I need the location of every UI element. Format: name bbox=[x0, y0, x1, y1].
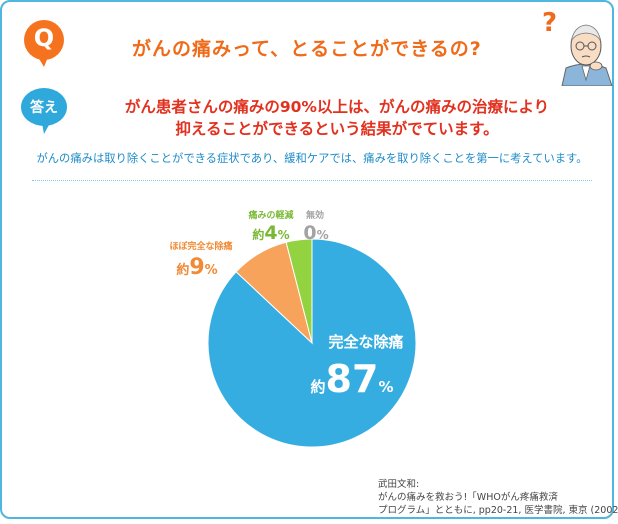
slice-label-1: ほぼ完全な除痛 bbox=[169, 240, 232, 252]
citation-line-2: がんの痛みを救おう!「WHOがん疼痛救済 bbox=[378, 492, 558, 503]
answer-balloon-icon bbox=[21, 88, 67, 134]
question-badge: Q bbox=[22, 19, 66, 69]
divider bbox=[32, 180, 592, 181]
pie-slice-2 bbox=[285, 238, 313, 344]
slice-value-3: 0% bbox=[303, 222, 328, 244]
slice-value-2: 約4% bbox=[252, 222, 289, 244]
slice-value-1: 約9% bbox=[176, 255, 217, 280]
slice-label-3: 無効 bbox=[306, 209, 324, 221]
slice-label-2: 痛みの軽減 bbox=[247, 209, 293, 221]
question-mark-icon: ? bbox=[542, 8, 558, 38]
note-text: がんの痛みは取り除くことができる症状であり、緩和ケアでは、痛みを取り除くことを第… bbox=[36, 152, 588, 165]
citation-line-3: プログラム」とともに, pp20-21, 医学書院, 東京 (2002) bbox=[378, 505, 618, 516]
answer-text: がん患者さんの痛みの90%以上は、がんの痛みの治療により 抑えることができるとい… bbox=[82, 96, 592, 140]
citation-line-1: 武田文和: bbox=[378, 479, 420, 490]
answer-line-1: がん患者さんの痛みの90%以上は、がんの痛みの治療により bbox=[124, 98, 550, 116]
answer-badge: 答え bbox=[20, 87, 68, 137]
elderly-man-icon bbox=[532, 8, 616, 87]
slice-value-0: 約87% bbox=[311, 357, 394, 401]
answer-line-2: 抑えることができるという結果がでています。 bbox=[175, 120, 499, 138]
question-text: がんの痛みって、とることができるの? bbox=[132, 38, 482, 60]
question-badge-letter: Q bbox=[33, 24, 55, 52]
answer-badge-label: 答え bbox=[30, 100, 58, 116]
slice-label-0: 完全な除痛 bbox=[328, 333, 403, 351]
question-balloon-icon bbox=[24, 20, 64, 67]
citation: 武田文和: がんの痛みを救おう!「WHOがん疼痛救済 プログラム」とともに, p… bbox=[378, 478, 618, 517]
